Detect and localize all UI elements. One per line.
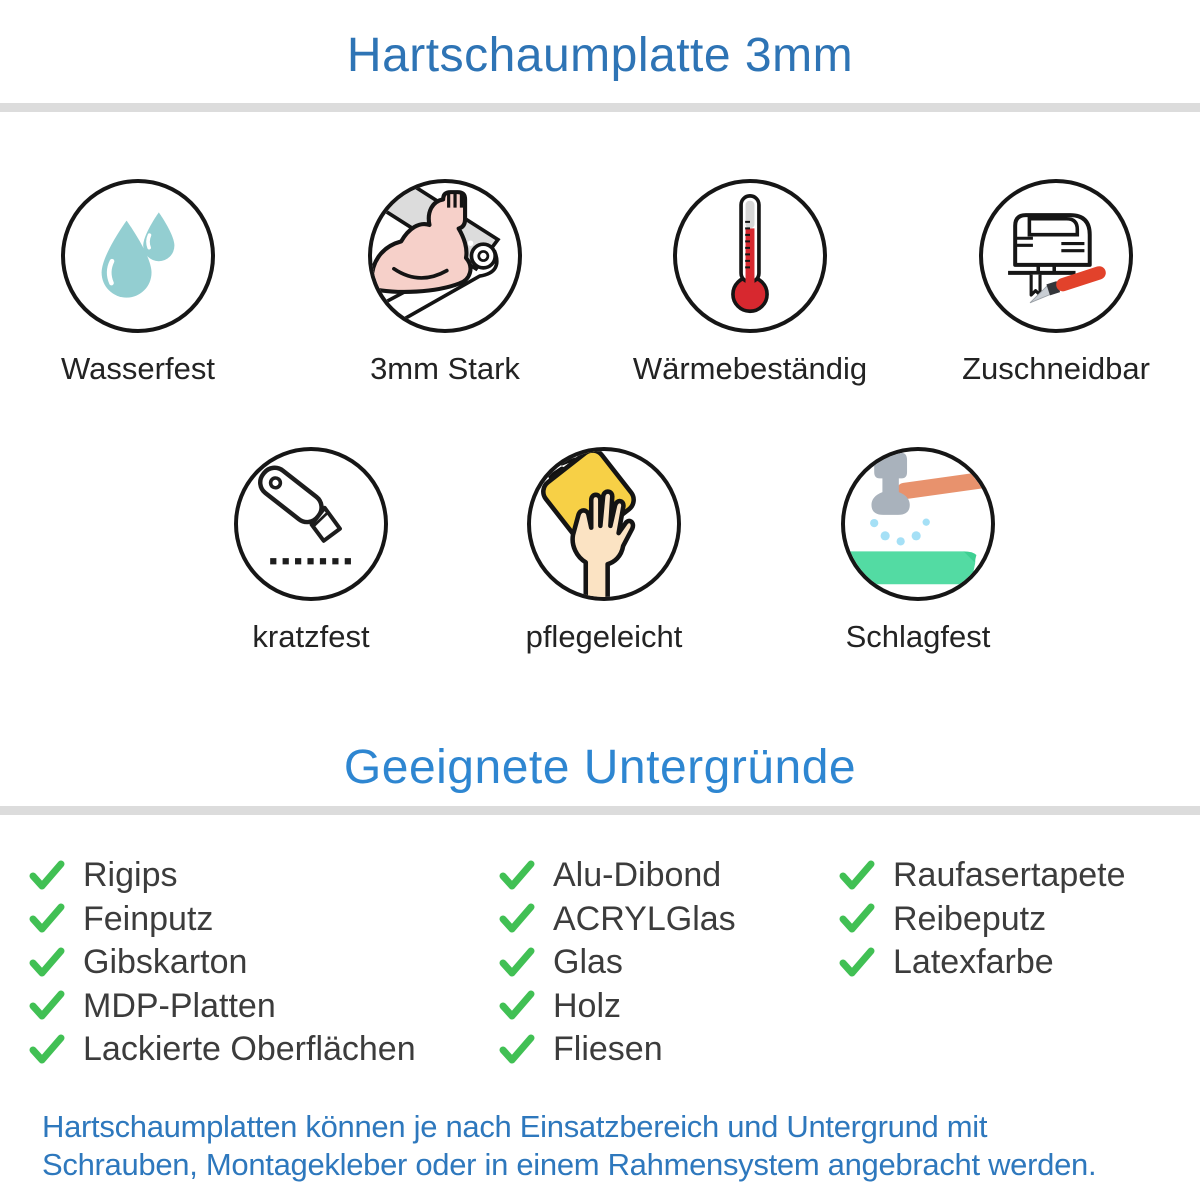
list-item-label: MDP-Platten	[83, 986, 276, 1025]
check-icon	[839, 947, 875, 977]
check-icon	[499, 990, 535, 1020]
feature-label: pflegeleicht	[525, 619, 683, 654]
feature-label: Schlagfest	[845, 619, 991, 654]
substrates-heading: Geeignete Untergründe	[343, 741, 857, 794]
check-icon	[499, 947, 535, 977]
list-item: Rigips	[28, 854, 416, 898]
list-item: Glas	[498, 941, 736, 985]
substrates-column-3: Raufasertapete Reibeputz Latexfarbe	[838, 854, 1126, 985]
feature-3mm-stark: 3mm Stark	[325, 179, 565, 387]
list-item: Raufasertapete	[838, 854, 1126, 898]
list-item-label: Holz	[553, 986, 622, 1025]
thermometer-icon	[731, 194, 769, 314]
list-item-label: Raufasertapete	[893, 856, 1126, 895]
feature-pflegeleicht: pflegeleicht	[484, 447, 724, 655]
list-item-label: Alu-Dibond	[553, 856, 722, 895]
list-item: Holz	[498, 985, 736, 1029]
feature-schlagfest: Schlagfest	[798, 447, 1038, 655]
list-item: Gibskarton	[28, 941, 416, 985]
list-item: ACRYLGlas	[498, 898, 736, 942]
feature-label: 3mm Stark	[370, 351, 520, 386]
check-icon	[839, 860, 875, 890]
hand-wiping-cloth-icon	[527, 447, 681, 601]
list-item-label: Gibskarton	[83, 943, 248, 982]
list-item-label: Glas	[553, 943, 623, 982]
jigsaw-cutter-icon	[1008, 213, 1106, 304]
flexed-arm-foam-roll-icon	[372, 183, 501, 324]
footer-line-1: Hartschaumplatten können je nach Einsatz…	[42, 1109, 988, 1144]
hand-wiping-cloth-icon	[541, 451, 636, 597]
check-icon	[29, 947, 65, 977]
feature-wasserfest: Wasserfest	[18, 179, 258, 387]
feature-waermebestaendig: Wärmebeständig	[630, 179, 870, 387]
list-item-label: Feinputz	[83, 899, 214, 938]
utility-knife-icon	[234, 447, 388, 601]
list-item-label: Reibeputz	[893, 899, 1047, 938]
list-item: Fliesen	[498, 1028, 736, 1072]
cutter-knife-icon	[1029, 266, 1106, 304]
footer-note: Hartschaumplatten können je nach Einsatz…	[42, 1108, 1182, 1184]
list-item-label: ACRYLGlas	[553, 899, 736, 938]
feature-label: Wärmebeständig	[632, 351, 868, 386]
water-drops-icon	[61, 179, 215, 333]
feature-zuschneidbar: Zuschneidbar	[936, 179, 1176, 387]
check-icon	[29, 990, 65, 1020]
check-icon	[29, 860, 65, 890]
feature-label: Wasserfest	[61, 351, 215, 386]
list-item: Reibeputz	[838, 898, 1126, 942]
utility-knife-icon	[258, 465, 352, 565]
list-item: Latexfarbe	[838, 941, 1126, 985]
hammer-impact-icon	[841, 447, 995, 601]
thermometer-icon	[673, 179, 827, 333]
substrates-column-1: Rigips Feinputz Gibskarton MDP-Platten L…	[28, 854, 416, 1072]
check-icon	[499, 903, 535, 933]
check-icon	[499, 860, 535, 890]
list-item-label: Fliesen	[553, 1030, 663, 1069]
page-title: Hartschaumplatte 3mm	[346, 29, 854, 82]
divider-middle	[0, 806, 1200, 815]
check-icon	[29, 1034, 65, 1064]
feature-kratzfest: kratzfest	[191, 447, 431, 655]
check-icon	[499, 1034, 535, 1064]
list-item-label: Lackierte Oberflächen	[83, 1030, 416, 1069]
water-drops-icon	[101, 212, 175, 298]
check-icon	[839, 903, 875, 933]
list-item: Alu-Dibond	[498, 854, 736, 898]
list-item-label: Latexfarbe	[893, 943, 1054, 982]
hammer-impact-icon	[845, 452, 991, 585]
flexed-arm-foam-roll-icon	[368, 179, 522, 333]
footer-line-2: Schrauben, Montagekleber oder in einem R…	[42, 1147, 1097, 1182]
divider-top	[0, 103, 1200, 112]
check-icon	[29, 903, 65, 933]
substrates-column-2: Alu-Dibond ACRYLGlas Glas Holz Fliesen	[498, 854, 736, 1072]
list-item: MDP-Platten	[28, 985, 416, 1029]
feature-label: kratzfest	[252, 619, 370, 654]
list-item-label: Rigips	[83, 856, 178, 895]
feature-label: Zuschneidbar	[962, 351, 1150, 386]
list-item: Feinputz	[28, 898, 416, 942]
list-item: Lackierte Oberflächen	[28, 1028, 416, 1072]
jigsaw-cutter-icon	[979, 179, 1133, 333]
